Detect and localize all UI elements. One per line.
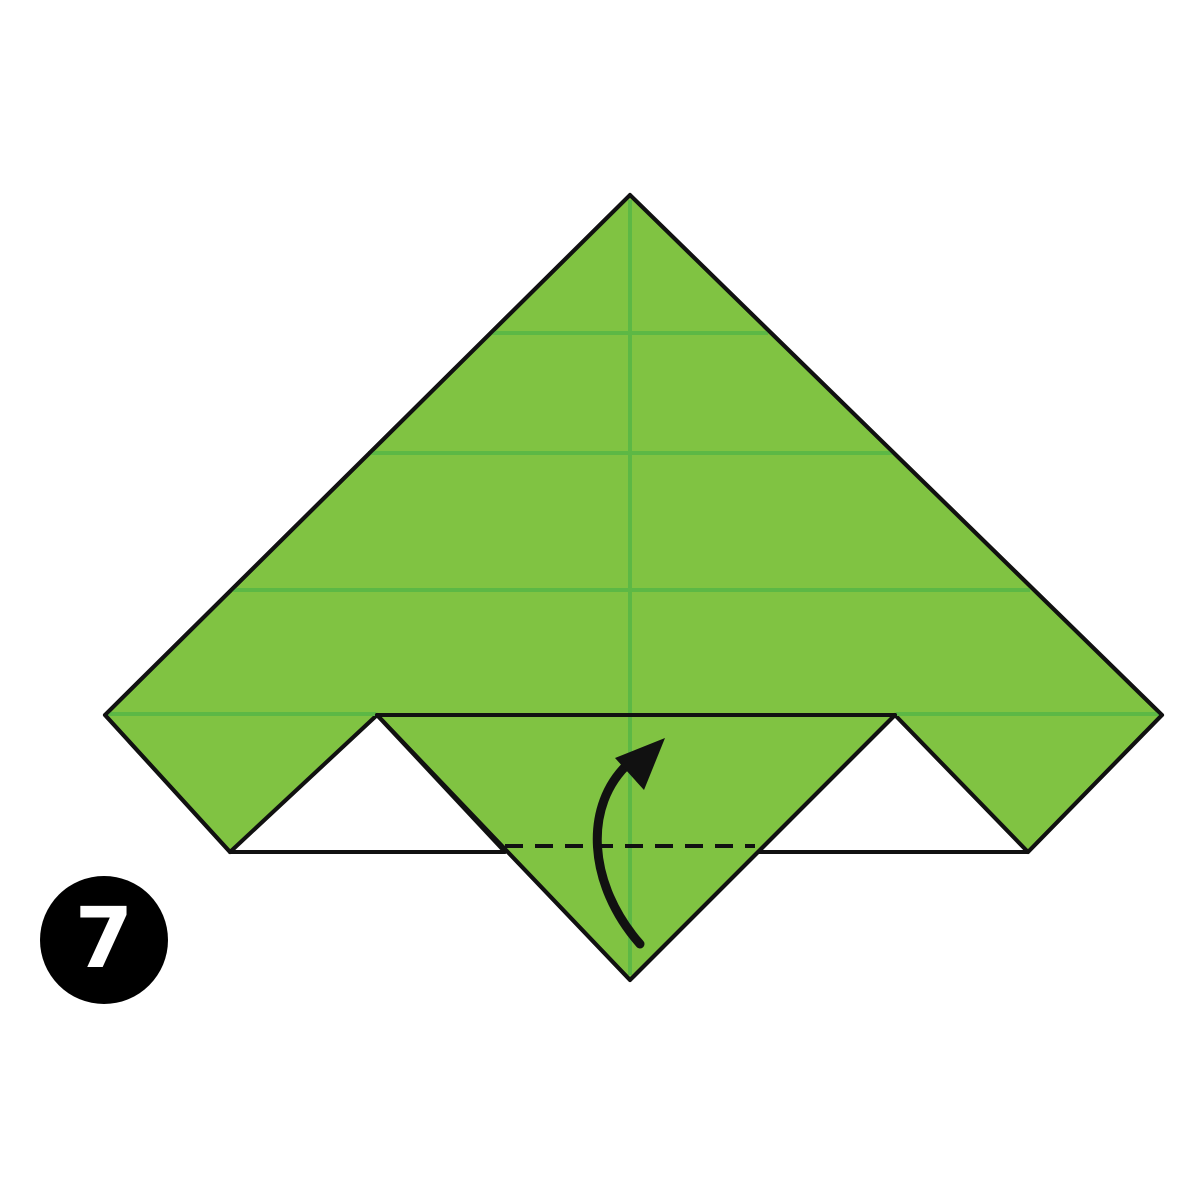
curved-arrow-up-icon	[592, 738, 665, 949]
step-number-badge: 7	[40, 876, 168, 1004]
outline-edges	[103, 193, 1164, 982]
step-number-label: 7	[74, 889, 134, 987]
